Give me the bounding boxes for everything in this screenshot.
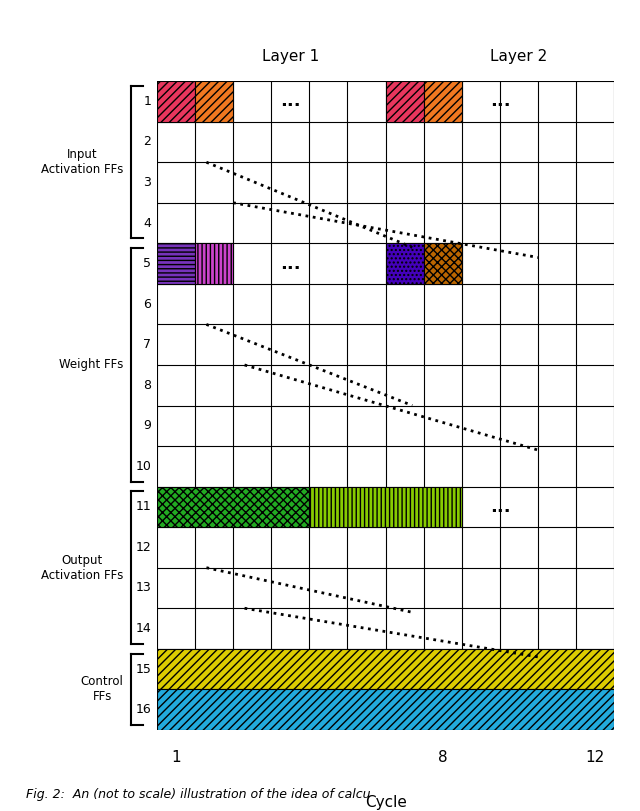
Bar <box>309 487 462 527</box>
Text: Output
Activation FFs: Output Activation FFs <box>41 554 124 581</box>
Text: Weight FFs: Weight FFs <box>59 358 124 371</box>
Bar <box>157 689 614 730</box>
Text: 1: 1 <box>143 95 151 108</box>
Bar <box>195 243 233 284</box>
Text: 12: 12 <box>586 750 605 765</box>
Text: 10: 10 <box>135 460 151 473</box>
Text: Fig. 2:  An (not to scale) illustration of the idea of calcu: Fig. 2: An (not to scale) illustration o… <box>26 788 370 801</box>
Text: 8: 8 <box>438 750 447 765</box>
Bar <box>385 81 424 122</box>
Bar <box>424 81 462 122</box>
Text: ...: ... <box>280 255 301 272</box>
Text: ...: ... <box>490 498 510 516</box>
Text: ...: ... <box>490 92 510 110</box>
Text: Layer 1: Layer 1 <box>262 49 319 64</box>
Text: 4: 4 <box>143 217 151 230</box>
Text: Cycle: Cycle <box>365 795 406 809</box>
Text: 9: 9 <box>143 419 151 432</box>
Text: ...: ... <box>280 92 301 110</box>
Bar <box>157 649 614 689</box>
Text: 3: 3 <box>143 176 151 189</box>
Text: 1: 1 <box>171 750 180 765</box>
Text: 13: 13 <box>135 581 151 594</box>
Text: 14: 14 <box>135 622 151 635</box>
Text: 2: 2 <box>143 135 151 148</box>
Text: 8: 8 <box>143 379 151 392</box>
Text: 5: 5 <box>143 257 151 270</box>
Bar <box>157 487 309 527</box>
Bar <box>157 243 195 284</box>
Text: 6: 6 <box>143 298 151 311</box>
Text: Layer 2: Layer 2 <box>490 49 548 64</box>
Text: 15: 15 <box>135 663 151 676</box>
Text: Control
FFs: Control FFs <box>81 676 124 703</box>
Text: 7: 7 <box>143 338 151 351</box>
Bar <box>195 81 233 122</box>
Bar <box>157 81 195 122</box>
Bar <box>424 243 462 284</box>
Text: 12: 12 <box>135 541 151 554</box>
Text: 11: 11 <box>135 500 151 513</box>
Bar <box>385 243 424 284</box>
Text: Input
Activation FFs: Input Activation FFs <box>41 148 124 176</box>
Text: 16: 16 <box>135 703 151 716</box>
